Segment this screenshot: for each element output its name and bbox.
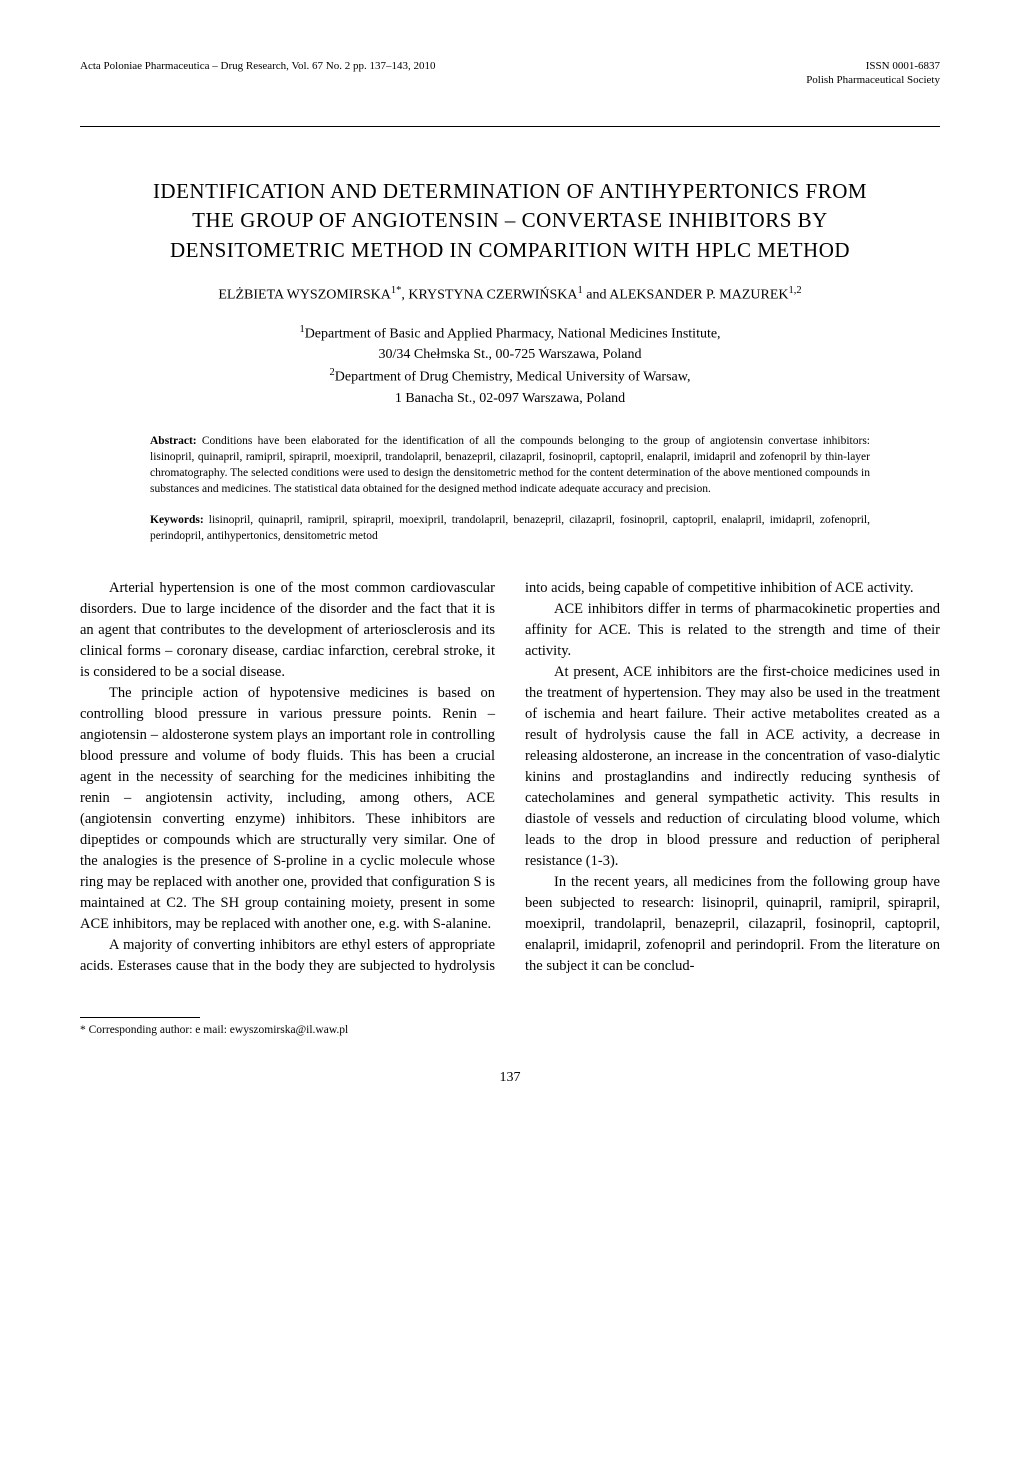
body-text-columns: Arterial hypertension is one of the most… — [80, 578, 940, 977]
body-paragraph: The principle action of hypotensive medi… — [80, 683, 495, 935]
journal-reference: Acta Poloniae Pharmaceutica – Drug Resea… — [80, 60, 436, 72]
footnote-divider — [80, 1017, 200, 1018]
keywords-label: Keywords: — [150, 514, 204, 526]
abstract-text: Conditions have been elaborated for the … — [150, 435, 870, 495]
society-label: Polish Pharmaceutical Society — [80, 74, 940, 86]
body-paragraph: Arterial hypertension is one of the most… — [80, 578, 495, 683]
journal-header-row: Acta Poloniae Pharmaceutica – Drug Resea… — [80, 60, 940, 72]
article-title: IDENTIFICATION AND DETERMINATION OF ANTI… — [80, 177, 940, 265]
affiliations-block: 1Department of Basic and Applied Pharmac… — [80, 322, 940, 409]
body-paragraph: ACE inhibitors differ in terms of pharma… — [525, 599, 940, 662]
header-divider — [80, 126, 940, 127]
abstract-label: Abstract: — [150, 435, 197, 447]
authors-line: ELŻBIETA WYSZOMIRSKA1*, KRYSTYNA CZERWIŃ… — [80, 285, 940, 304]
abstract-block: Abstract: Conditions have been elaborate… — [150, 433, 870, 497]
title-line-3: DENSITOMETRIC METHOD IN COMPARITION WITH… — [170, 238, 850, 262]
keywords-text: lisinopril, quinapril, ramipril, spirapr… — [150, 514, 870, 542]
body-paragraph: In the recent years, all medicines from … — [525, 872, 940, 977]
keywords-block: Keywords: lisinopril, quinapril, ramipri… — [150, 512, 870, 544]
body-paragraph: At present, ACE inhibitors are the first… — [525, 662, 940, 872]
page-number: 137 — [80, 1070, 940, 1086]
issn-label: ISSN 0001-6837 — [866, 60, 940, 72]
title-line-2: THE GROUP OF ANGIOTENSIN – CONVERTASE IN… — [192, 208, 828, 232]
title-line-1: IDENTIFICATION AND DETERMINATION OF ANTI… — [153, 179, 867, 203]
corresponding-author-footnote: * Corresponding author: e mail: ewyszomi… — [80, 1024, 940, 1036]
